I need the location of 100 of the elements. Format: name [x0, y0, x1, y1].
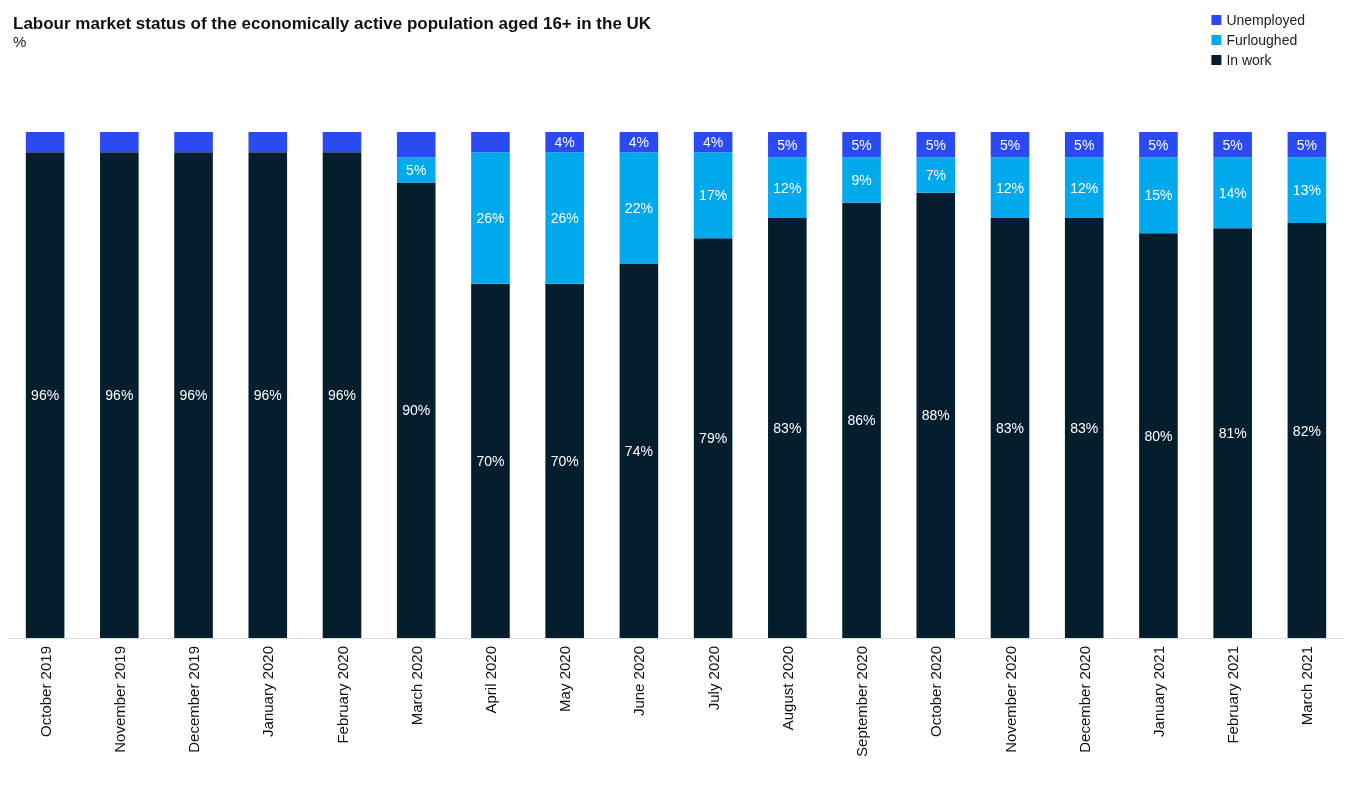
data-label: 5% [1296, 136, 1318, 153]
x-tick-label: October 2019 [36, 646, 54, 737]
x-tick-label: January 2020 [259, 646, 277, 737]
data-label: 86% [847, 412, 876, 429]
bar [396, 157, 436, 183]
x-tick-label: November 2019 [110, 646, 128, 753]
data-label: 5% [1148, 136, 1169, 153]
bar [100, 152, 139, 638]
data-label: 12% [773, 179, 802, 196]
x-tick-label: December 2019 [185, 646, 203, 753]
bar [1064, 157, 1104, 219]
data-label: 9% [851, 172, 872, 189]
bar [25, 132, 65, 153]
data-label: 88% [921, 407, 950, 424]
x-tick-label: August 2020 [778, 646, 796, 731]
data-label: 12% [995, 179, 1025, 196]
bar [1064, 218, 1104, 638]
x-tick-label: February 2020 [333, 646, 351, 744]
bar [842, 202, 881, 638]
x-tick-label: April 2020 [481, 646, 499, 714]
data-label: 5% [851, 136, 872, 153]
data-label: 96% [253, 387, 282, 404]
bar [1287, 223, 1327, 638]
bar [396, 182, 436, 638]
data-label: 83% [773, 420, 802, 437]
x-tick-label: May 2020 [556, 646, 574, 712]
bar [471, 152, 510, 284]
data-label: 90% [402, 402, 431, 419]
bar [1213, 228, 1252, 638]
bar [174, 152, 213, 638]
bar [100, 132, 139, 153]
bar [471, 132, 510, 153]
bar [396, 132, 436, 158]
data-label: 14% [1218, 184, 1247, 201]
data-label: 96% [327, 387, 357, 404]
x-tick-label: October 2020 [927, 646, 945, 737]
data-label: 22% [624, 199, 653, 216]
bar [248, 152, 288, 638]
data-label: 17% [699, 187, 728, 204]
data-label: 96% [105, 387, 134, 404]
data-label: 70% [476, 452, 505, 469]
bar [174, 132, 213, 153]
data-label: 70% [550, 452, 579, 469]
data-label: 83% [1070, 420, 1099, 437]
bar [322, 152, 362, 638]
bar [842, 157, 881, 203]
data-label: 5% [925, 136, 946, 153]
x-tick-label: November 2020 [1001, 646, 1019, 753]
bar [1213, 157, 1252, 229]
bar [990, 218, 1030, 638]
data-label: 12% [1070, 179, 1099, 196]
chart-subtitle: % [13, 33, 27, 50]
x-tick-label: September 2020 [853, 646, 871, 757]
data-label: 13% [1292, 182, 1321, 199]
x-tick-label: December 2020 [1075, 646, 1093, 753]
bar [322, 132, 362, 153]
data-label: 74% [624, 442, 653, 459]
data-label: 4% [554, 134, 575, 151]
bar [619, 152, 659, 264]
bar [619, 263, 659, 638]
bar [990, 157, 1030, 219]
x-tick-label: February 2021 [1224, 646, 1242, 744]
data-label: 5% [1074, 136, 1095, 153]
bar [25, 152, 65, 638]
x-tick-label: March 2020 [407, 646, 425, 726]
data-label: 5% [999, 136, 1021, 153]
data-label: 81% [1218, 425, 1247, 442]
data-label: 80% [1144, 427, 1173, 444]
bar [693, 238, 733, 638]
data-label: 79% [699, 430, 728, 447]
bar [768, 157, 807, 219]
data-label: 7% [925, 167, 946, 184]
data-label: 4% [702, 134, 724, 151]
data-label: 83% [995, 420, 1025, 437]
bar [545, 152, 584, 284]
bar [916, 192, 956, 638]
data-label: 96% [179, 387, 208, 404]
x-tick-label: July 2020 [704, 646, 722, 711]
data-label: 26% [550, 210, 579, 227]
legend-label: In work [1226, 52, 1273, 68]
data-label: 4% [628, 134, 650, 151]
chart-title: Labour market status of the economically active population aged 16+ in the UK [13, 14, 652, 33]
data-label: 96% [31, 387, 60, 404]
bar [693, 152, 733, 239]
bar [916, 157, 956, 193]
bar [1139, 233, 1178, 638]
data-label: 5% [1222, 136, 1243, 153]
legend-label: Unemployed [1226, 12, 1306, 28]
x-tick-label: January 2021 [1149, 646, 1167, 737]
bar [545, 283, 584, 638]
legend-label: Furloughed [1226, 32, 1298, 48]
data-label: 26% [476, 210, 505, 227]
bar [471, 283, 510, 638]
data-label: 15% [1144, 187, 1173, 204]
x-tick-label: March 2021 [1298, 646, 1316, 726]
bar [248, 132, 288, 153]
data-label: 5% [406, 161, 427, 178]
bar [1287, 157, 1327, 224]
data-label: 82% [1292, 422, 1321, 439]
bar [768, 218, 807, 638]
